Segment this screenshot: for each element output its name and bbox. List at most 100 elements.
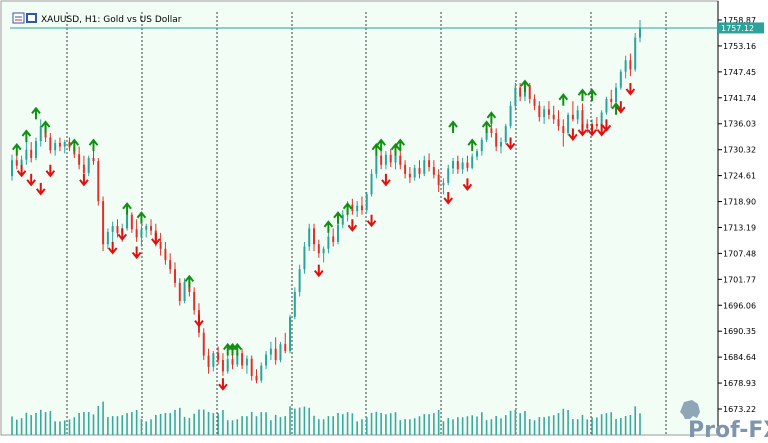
bull-candle-body	[639, 27, 641, 38]
bull-candle-body	[303, 246, 306, 270]
down-arrow-icon	[568, 128, 578, 142]
down-arrow-icon	[381, 173, 391, 187]
price-tick-label: 1730.32	[723, 146, 756, 155]
plot-area[interactable]	[0, 0, 719, 436]
bear-candle-body	[207, 355, 210, 367]
bull-candle-body	[106, 231, 109, 245]
bull-candle-body	[308, 228, 311, 247]
bull-candle-body	[336, 224, 339, 242]
up-arrow-icon	[376, 138, 386, 152]
bear-candle-body	[581, 110, 584, 124]
down-arrow-icon	[616, 101, 626, 114]
bull-candle-body	[615, 87, 618, 103]
bull-candle-body	[499, 142, 502, 147]
price-tick-label: 1718.90	[723, 198, 756, 207]
chart-title: XAUUSD, H1: Gold vs US Dollar	[41, 15, 182, 25]
up-arrow-icon	[342, 202, 353, 215]
bear-candle-body	[116, 226, 119, 233]
bear-candle-body	[250, 358, 253, 376]
price-tick-label: 1758.87	[723, 16, 756, 25]
grid-layer	[66, 12, 667, 435]
up-arrow-icon	[558, 93, 569, 106]
bull-candle-body	[269, 348, 272, 355]
bear-candle-body	[399, 155, 402, 165]
up-arrow-icon	[448, 120, 458, 133]
up-arrow-icon	[520, 79, 530, 93]
bull-candle-body	[265, 354, 268, 366]
up-arrow-icon	[12, 143, 22, 156]
bull-candle-body	[111, 226, 114, 232]
bear-candle-body	[255, 375, 258, 381]
bull-candle-body	[63, 142, 66, 147]
current-price-tag	[718, 22, 764, 34]
price-tick-label: 1701.77	[723, 275, 756, 284]
bull-candle-body	[634, 37, 637, 70]
bear-candle-body	[173, 269, 176, 283]
bull-candle-body	[54, 142, 57, 151]
bull-candle-body	[413, 167, 416, 178]
up-arrow-icon	[333, 211, 343, 224]
price-tick-label: 1673.22	[723, 405, 756, 414]
bear-candle-body	[274, 348, 277, 361]
up-arrow-icon	[577, 88, 588, 102]
bear-candle-body	[351, 204, 354, 212]
bull-logo-icon	[680, 400, 700, 419]
bear-candle-body	[519, 87, 522, 97]
bull-candle-body	[504, 126, 507, 143]
down-arrow-icon	[577, 123, 588, 137]
up-arrow-icon	[395, 138, 406, 152]
bull-candle-body	[567, 114, 570, 133]
current-price-label: 1757.12	[721, 24, 754, 33]
down-arrow-icon	[107, 241, 118, 255]
price-scale[interactable]	[718, 1, 767, 435]
price-tick-label: 1753.16	[723, 42, 756, 51]
down-arrow-icon	[587, 123, 597, 137]
down-arrow-icon	[596, 123, 607, 137]
up-arrow-icon	[69, 138, 80, 152]
bull-candle-body	[279, 344, 282, 361]
bear-candle-body	[193, 291, 196, 311]
bear-candle-body	[547, 109, 550, 115]
up-arrow-icon	[611, 102, 621, 115]
bear-candle-body	[92, 157, 95, 162]
bear-candle-body	[30, 149, 33, 158]
bear-candle-body	[82, 164, 85, 173]
arrow-layer	[12, 79, 636, 391]
bull-candle-body	[423, 160, 426, 174]
bull-candle-body	[447, 168, 450, 183]
up-arrow-icon	[232, 342, 243, 356]
bull-candle-body	[356, 205, 359, 212]
up-arrow-icon	[136, 211, 147, 224]
bear-candle-body	[150, 226, 153, 231]
up-arrow-icon	[390, 143, 401, 156]
bull-candle-body	[11, 160, 13, 177]
down-arrow-icon	[314, 264, 324, 278]
price-tick-label: 1696.06	[723, 301, 756, 310]
up-arrow-icon	[467, 138, 477, 152]
bear-candle-body	[284, 344, 287, 351]
bear-candle-body	[562, 126, 565, 133]
bear-candle-body	[178, 282, 181, 301]
bear-candle-body	[404, 164, 407, 174]
bear-candle-body	[313, 228, 316, 245]
bull-candle-body	[605, 98, 608, 113]
down-arrow-icon	[194, 314, 204, 328]
up-arrow-icon	[40, 120, 51, 133]
bear-candle-body	[389, 154, 392, 163]
bear-candle-body	[217, 353, 220, 361]
bear-candle-body	[495, 132, 498, 147]
bear-candle-body	[432, 167, 435, 175]
bear-candle-body	[68, 142, 71, 148]
bear-candle-body	[552, 114, 555, 120]
bull-candle-body	[298, 269, 301, 292]
down-arrow-icon	[16, 164, 27, 178]
down-arrow-icon	[443, 191, 454, 205]
down-arrow-icon	[505, 137, 516, 151]
bull-candle-body	[476, 151, 479, 157]
bear-candle-body	[164, 248, 167, 261]
bear-candle-body	[15, 160, 18, 166]
bear-candle-body	[466, 162, 469, 168]
bull-candle-body	[514, 87, 517, 106]
